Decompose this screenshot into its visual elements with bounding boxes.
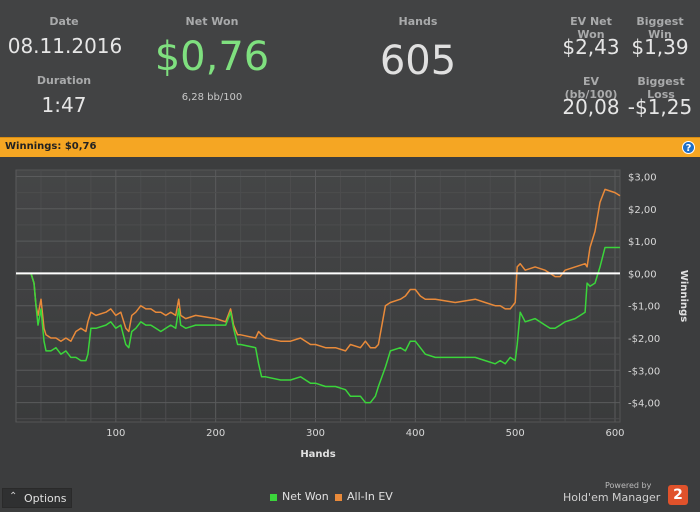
series-line-all-in-ev: [16, 188, 621, 352]
legend-all-in-ev-label: All-In EV: [347, 490, 393, 503]
legend-all-in-ev[interactable]: All-In EV: [335, 490, 393, 503]
ev-bb100-value: 20,08: [562, 95, 620, 119]
summary-panel: Date 08.11.2016 Duration 1:47 Net Won $0…: [0, 0, 700, 137]
biggest-win-value: $1,39: [631, 35, 689, 59]
date-label: Date: [49, 15, 79, 28]
x-tick-label: 400: [406, 428, 425, 439]
biggest-loss-value: -$1,25: [627, 95, 693, 119]
legend-net-won-label: Net Won: [282, 490, 329, 503]
options-button[interactable]: ⌃ Options: [2, 488, 72, 508]
hm-logo-icon: 2: [668, 485, 688, 505]
y-tick-label: -$3,00: [628, 366, 660, 377]
series-line-net-won: [16, 246, 620, 404]
legend-net-won[interactable]: Net Won: [270, 490, 329, 503]
x-tick-label: 200: [206, 428, 225, 439]
net-won-bb100: 6,28 bb/100: [181, 92, 243, 103]
y-tick-label: $0,00: [628, 269, 657, 280]
y-tick-label: $1,00: [628, 237, 657, 248]
x-tick-label: 100: [106, 428, 125, 439]
legend-all-in-ev-swatch: [335, 493, 342, 501]
y-tick-label: -$4,00: [628, 399, 660, 410]
y-tick-label: $3,00: [628, 172, 657, 183]
x-axis-title: Hands: [300, 449, 335, 460]
date-value: 08.11.2016: [7, 34, 123, 58]
biggest-win-label: Biggest Win: [636, 15, 684, 41]
net-won-label: Net Won: [185, 15, 239, 28]
winnings-banner: Winnings: $0,76 ?: [0, 137, 700, 157]
legend-net-won-swatch: [270, 493, 277, 501]
chevron-up-icon: ⌃: [9, 491, 18, 502]
ev-net-won-value: $2,43: [562, 35, 620, 59]
winnings-banner-text: Winnings: $0,76: [5, 141, 97, 152]
plot-background: [15, 169, 621, 423]
y-axis-title: Winnings: [678, 270, 689, 322]
biggest-loss-label: Biggest Loss: [637, 75, 685, 101]
ev-bb100-label: EV (bb/100): [564, 75, 618, 101]
x-tick-label: 500: [506, 428, 525, 439]
y-tick-label: $2,00: [628, 205, 657, 216]
duration-value: 1:47: [41, 93, 87, 117]
brand-name: Hold'em Manager: [563, 491, 661, 504]
winnings-chart-area: 100 200 300 400 500 600 $3,00 $2,00 $1,00 $0,00 -$…: [0, 157, 700, 483]
x-tick-label: 600: [605, 428, 624, 439]
duration-label: Duration: [36, 74, 92, 87]
options-label: Options: [24, 492, 67, 505]
help-icon[interactable]: ?: [682, 141, 695, 154]
hands-label: Hands: [398, 15, 438, 28]
winnings-chart: 100 200 300 400 500 600 $3,00 $2,00 $1,00 $0,00 -$…: [15, 169, 689, 460]
y-tick-label: -$2,00: [628, 334, 660, 345]
net-won-value: $0,76: [154, 34, 270, 80]
footer-bar: ⌃ Options Net Won All-In EV Powered by H…: [0, 481, 700, 512]
y-tick-label: -$1,00: [628, 302, 660, 313]
ev-net-won-label: EV Net Won: [570, 15, 612, 41]
hands-value: 605: [379, 38, 457, 84]
x-tick-label: 300: [306, 428, 325, 439]
powered-by-text: Powered by: [605, 481, 652, 490]
